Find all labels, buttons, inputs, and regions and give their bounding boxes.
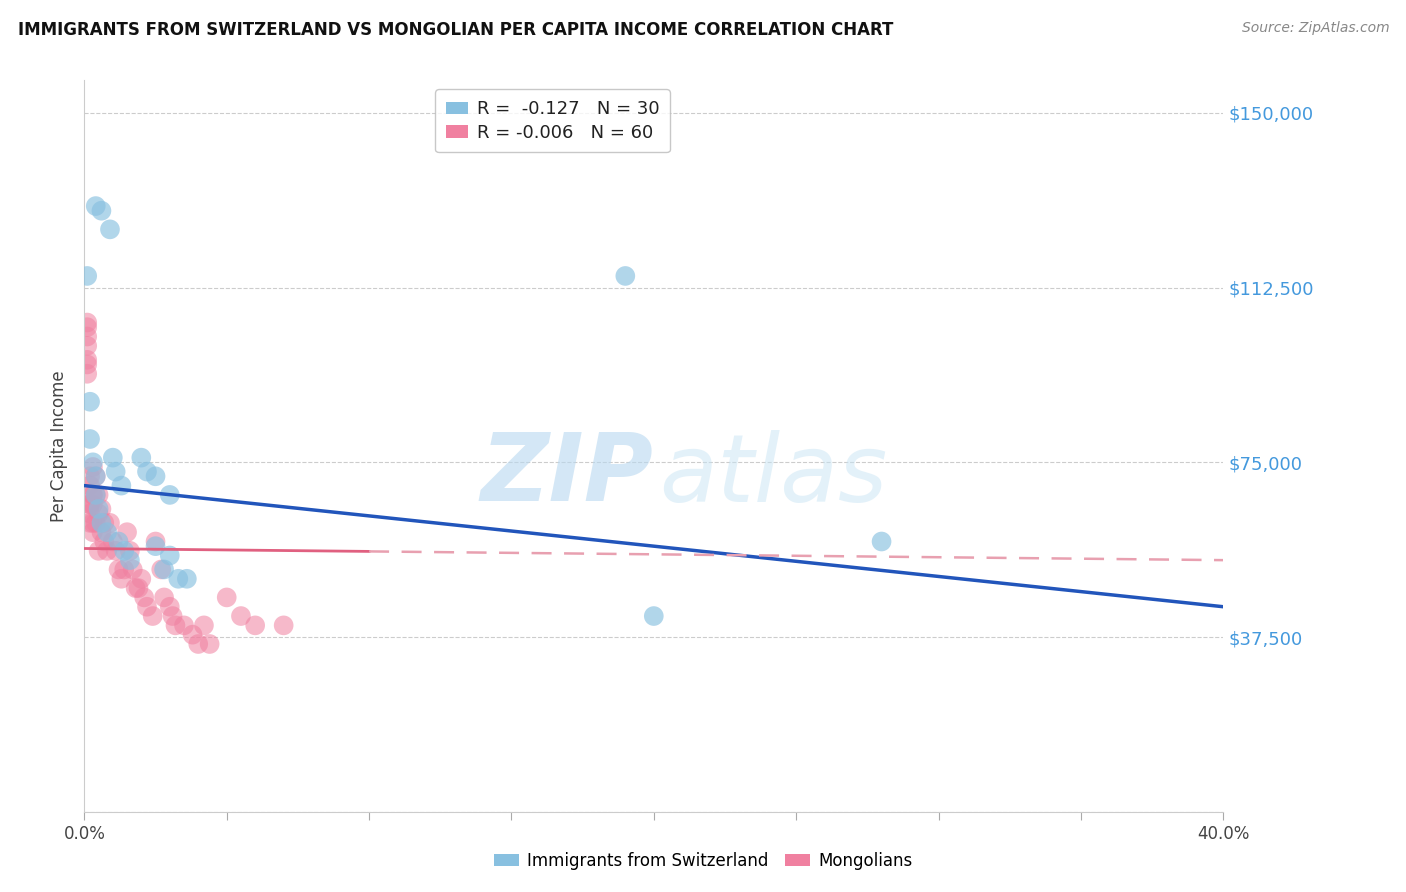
Legend: Immigrants from Switzerland, Mongolians: Immigrants from Switzerland, Mongolians xyxy=(486,846,920,877)
Point xyxy=(145,469,167,483)
Y-axis label: Per Capita Income: Per Capita Income xyxy=(51,370,69,522)
Point xyxy=(101,534,124,549)
Point xyxy=(96,544,118,558)
Point xyxy=(215,591,238,605)
Point xyxy=(76,329,98,343)
Point xyxy=(82,460,104,475)
Point xyxy=(107,534,129,549)
Point xyxy=(93,534,115,549)
Point xyxy=(98,516,121,530)
Legend: R =  -0.127   N = 30, R = -0.006   N = 60: R = -0.127 N = 30, R = -0.006 N = 60 xyxy=(434,89,671,153)
Point xyxy=(614,268,637,283)
Point xyxy=(79,478,101,492)
Point xyxy=(110,478,132,492)
Point xyxy=(84,469,107,483)
Point xyxy=(90,525,112,540)
Text: atlas: atlas xyxy=(659,430,887,521)
Point xyxy=(76,367,98,381)
Point xyxy=(79,497,101,511)
Point xyxy=(79,469,101,483)
Point xyxy=(87,544,110,558)
Point xyxy=(124,581,146,595)
Point xyxy=(87,507,110,521)
Point xyxy=(82,488,104,502)
Point xyxy=(82,497,104,511)
Point xyxy=(193,618,215,632)
Point xyxy=(121,562,143,576)
Point xyxy=(76,358,98,372)
Text: Source: ZipAtlas.com: Source: ZipAtlas.com xyxy=(1241,21,1389,36)
Point xyxy=(76,352,98,367)
Point xyxy=(79,394,101,409)
Point xyxy=(643,609,665,624)
Point xyxy=(112,544,135,558)
Point xyxy=(96,525,118,540)
Point xyxy=(131,572,153,586)
Point xyxy=(76,316,98,330)
Point xyxy=(173,618,195,632)
Point xyxy=(84,469,107,483)
Point xyxy=(82,455,104,469)
Point xyxy=(167,572,190,586)
Point xyxy=(82,525,104,540)
Text: ZIP: ZIP xyxy=(481,429,654,521)
Point xyxy=(136,599,159,614)
Point xyxy=(90,516,112,530)
Point xyxy=(127,581,149,595)
Point xyxy=(245,618,267,632)
Point xyxy=(131,450,153,465)
Point xyxy=(87,502,110,516)
Point xyxy=(159,488,181,502)
Point xyxy=(79,432,101,446)
Point xyxy=(145,534,167,549)
Point xyxy=(84,488,107,502)
Point xyxy=(229,609,252,624)
Point xyxy=(76,339,98,353)
Point xyxy=(90,203,112,218)
Text: IMMIGRANTS FROM SWITZERLAND VS MONGOLIAN PER CAPITA INCOME CORRELATION CHART: IMMIGRANTS FROM SWITZERLAND VS MONGOLIAN… xyxy=(18,21,894,39)
Point xyxy=(82,488,104,502)
Point xyxy=(118,553,141,567)
Point xyxy=(90,502,112,516)
Point xyxy=(142,609,165,624)
Point xyxy=(134,591,156,605)
Point xyxy=(79,516,101,530)
Point xyxy=(870,534,893,549)
Point xyxy=(150,562,173,576)
Point xyxy=(104,465,127,479)
Point xyxy=(76,320,98,334)
Point xyxy=(162,609,184,624)
Point xyxy=(82,516,104,530)
Point xyxy=(165,618,187,632)
Point xyxy=(153,562,176,576)
Point xyxy=(79,497,101,511)
Point xyxy=(159,599,181,614)
Point xyxy=(187,637,209,651)
Point xyxy=(84,488,107,502)
Point xyxy=(181,628,204,642)
Point xyxy=(104,544,127,558)
Point xyxy=(98,222,121,236)
Point xyxy=(159,549,181,563)
Point xyxy=(115,525,138,540)
Point xyxy=(153,591,176,605)
Point xyxy=(176,572,198,586)
Point xyxy=(79,507,101,521)
Point xyxy=(107,562,129,576)
Point xyxy=(118,544,141,558)
Point xyxy=(112,562,135,576)
Point xyxy=(110,572,132,586)
Point xyxy=(87,488,110,502)
Point xyxy=(136,465,159,479)
Point xyxy=(145,539,167,553)
Point xyxy=(76,268,98,283)
Point xyxy=(84,516,107,530)
Point xyxy=(273,618,295,632)
Point xyxy=(198,637,221,651)
Point xyxy=(84,199,107,213)
Point xyxy=(93,516,115,530)
Point xyxy=(101,450,124,465)
